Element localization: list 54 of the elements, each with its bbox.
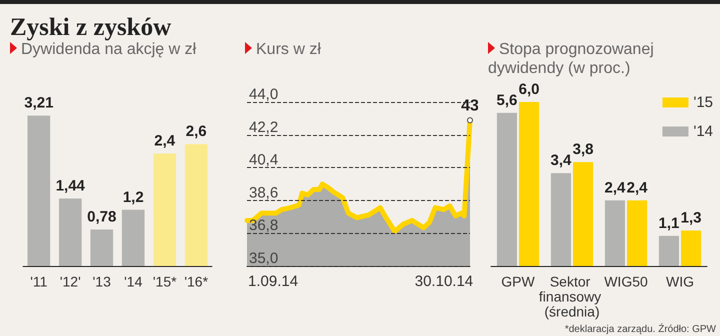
- data-label: 0,78: [87, 208, 116, 226]
- data-label: 1,3: [680, 209, 702, 226]
- x-tick-label: '15*: [152, 274, 178, 290]
- bar: [573, 162, 594, 266]
- bar: [627, 200, 648, 266]
- y-tick-label: 38,6: [249, 184, 278, 202]
- y-tick-label: 35,0: [249, 250, 278, 267]
- bar: [153, 154, 176, 266]
- chart-subtitle: Dywidenda na akcję w zł: [20, 40, 198, 59]
- chart-title: Kurs w zł: [255, 40, 322, 59]
- x-tick-label: 30.10.14: [414, 273, 474, 290]
- y-tick-label: 44,0: [249, 86, 278, 103]
- data-label: 2,4: [154, 132, 176, 150]
- data-label: 3,21: [24, 94, 54, 112]
- bar: [90, 229, 114, 266]
- data-label: 5,6: [496, 92, 518, 109]
- x-tick-label: WIG50: [604, 274, 648, 290]
- annotation: 43: [461, 98, 479, 115]
- y-tick-label: 40,4: [249, 152, 278, 169]
- data-label: 3,8: [572, 141, 594, 158]
- data-label: 1,2: [122, 188, 144, 206]
- x-tick-label: 1.09.14: [248, 273, 298, 290]
- x-tick-label: '13: [92, 274, 112, 290]
- data-label: 1,44: [56, 178, 86, 195]
- x-tick-label: WIG: [666, 274, 694, 290]
- bar: [658, 236, 679, 266]
- legend-label: '14: [693, 123, 714, 140]
- bar: [550, 173, 571, 266]
- x-tick-label: '14: [124, 274, 143, 290]
- x-tick-label: '11: [30, 274, 48, 290]
- bar: [58, 198, 82, 266]
- bar: [27, 116, 50, 266]
- data-label: 6,0: [518, 81, 540, 98]
- chart-title: Stopa prognozowanej dywidendy (w proc.): [488, 40, 655, 78]
- data-label: 3,4: [550, 152, 572, 170]
- x-tick-label: GPW: [501, 274, 536, 290]
- chart-title: Zyski z zysków: [10, 14, 172, 42]
- x-tick-label: '16*: [184, 274, 209, 290]
- data-label: 2,4: [604, 179, 626, 196]
- bar: [519, 102, 540, 266]
- data-label: 2,4: [626, 179, 648, 196]
- y-tick-label: 42,2: [249, 118, 278, 136]
- data-label: 2,6: [186, 123, 207, 140]
- bar: [681, 230, 702, 266]
- text: *deklaracja zarządu. Źródło: GPW: [564, 324, 716, 335]
- data-label: 1,1: [658, 214, 680, 232]
- bar: [122, 210, 145, 266]
- legend-label: '15: [693, 94, 714, 111]
- bar: [496, 112, 517, 266]
- bar: [604, 200, 625, 266]
- x-tick-label: '12': [60, 274, 81, 290]
- bar: [184, 144, 208, 266]
- y-tick-label: 36,8: [249, 217, 278, 234]
- x-tick-label: Sektor finansowy (średnia): [538, 274, 606, 320]
